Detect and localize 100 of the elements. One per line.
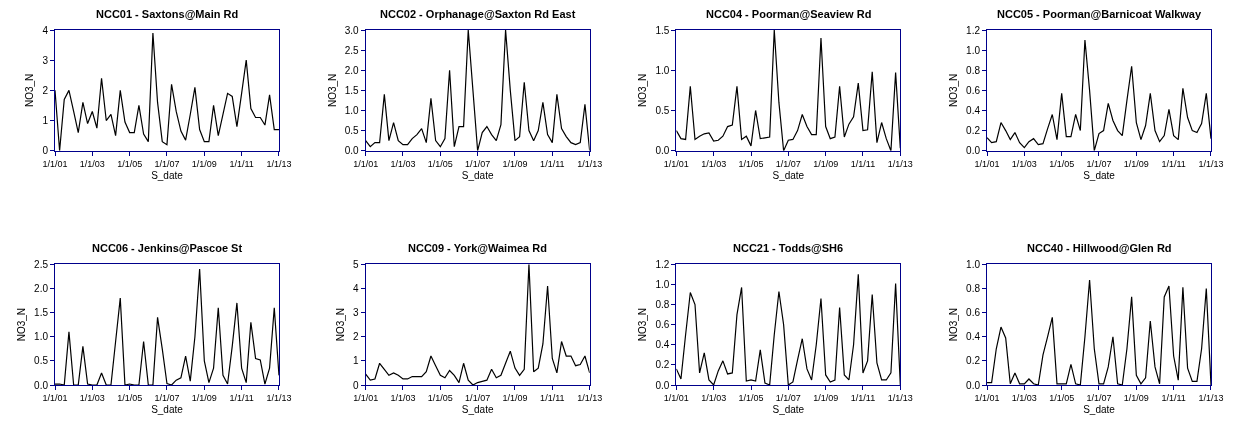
x-axis-title: S_date [1083,170,1116,181]
y-tick-label: 2 [353,331,360,343]
y-tick-label: 0.4 [966,104,981,116]
x-tick-label: 1/1/01 [42,392,68,403]
y-axis-title: NO3_N [948,307,960,342]
y-tick-label: 1.5 [344,84,360,96]
y-tick-label: 2.5 [344,44,360,56]
x-tick-label: 1/1/07 [775,158,801,169]
y-tick-label: 0.2 [655,359,670,371]
x-tick-label: 1/1/03 [1011,392,1037,403]
x-tick-label: 1/1/05 [427,392,453,403]
x-axis-title: S_date [1083,404,1116,416]
y-tick-label: 0.5 [655,104,670,116]
x-tick-label: 1/1/09 [191,392,217,403]
y-tick-label: 0 [42,145,49,157]
y-tick-label: 5 [353,258,360,270]
x-tick-label: 1/1/05 [738,158,764,169]
y-tick-label: 0.5 [344,125,360,137]
y-tick-label: 0.0 [966,145,981,157]
y-tick-label: 0.6 [966,84,981,96]
x-axis-title: S_date [772,404,805,416]
y-tick-label: 1.2 [655,258,670,270]
line-series [55,268,279,385]
x-tick-label: 1/1/03 [390,392,416,403]
x-tick-label: 1/1/11 [540,158,565,169]
y-tick-label: 1.0 [34,331,49,343]
y-tick-label: 0.0 [655,145,670,157]
x-axis-title: S_date [461,404,494,416]
x-tick-label: 1/1/05 [1049,158,1075,169]
x-tick-label: 1/1/01 [353,392,379,403]
x-tick-label: 1/1/03 [390,158,416,169]
line-series [676,273,901,385]
line-series [987,279,1211,385]
y-tick-label: 0.8 [966,282,981,294]
x-tick-label: 1/1/13 [577,392,603,403]
x-tick-label: 1/1/09 [1123,392,1149,403]
y-axis-title: NO3_N [637,307,649,342]
x-tick-label: 1/1/11 [1161,392,1186,403]
x-tick-label: 1/1/13 [887,392,913,403]
y-tick-label: 0.6 [966,307,981,319]
x-tick-label: 1/1/11 [1161,158,1186,169]
x-tick-label: 1/1/03 [1011,158,1037,169]
y-tick-label: 4 [42,24,49,36]
x-tick-label: 1/1/07 [1086,392,1112,403]
x-tick-label: 1/1/03 [701,392,727,403]
x-tick-label: 1/1/09 [813,392,839,403]
y-tick-label: 0.0 [344,145,360,157]
y-tick-label: 1 [42,115,49,127]
chart-title: NCC06 - Jenkins@Pascoe St [92,242,243,254]
chart-title: NCC02 - Orphanage@Saxton Rd East [380,8,576,20]
y-tick-label: 0.4 [655,339,670,351]
x-tick-label: 1/1/07 [1086,158,1112,169]
x-tick-label: 1/1/03 [79,392,105,403]
x-tick-label: 1/1/03 [79,158,105,169]
x-tick-label: 1/1/07 [465,392,491,403]
y-tick-label: 2.5 [34,258,49,270]
x-tick-label: 1/1/13 [1198,158,1224,169]
y-tick-label: 0.0 [34,379,49,391]
x-tick-label: 1/1/01 [42,158,68,169]
y-tick-label: 1.0 [655,278,670,290]
x-tick-label: 1/1/05 [117,158,143,169]
x-tick-label: 1/1/13 [577,158,603,169]
x-axis-title: S_date [151,404,184,416]
y-tick-label: 0.4 [966,331,981,343]
x-tick-label: 1/1/09 [813,158,839,169]
x-axis-title: S_date [772,170,805,181]
y-tick-label: 0.0 [655,379,670,391]
x-tick-label: 1/1/11 [850,392,876,403]
y-tick-label: 2.0 [344,64,360,76]
y-axis-title: NO3_N [326,73,338,108]
y-tick-label: 0.0 [966,379,981,391]
x-tick-label: 1/1/09 [502,158,528,169]
y-tick-label: 1.2 [966,24,981,36]
x-tick-label: 1/1/01 [353,158,379,169]
x-tick-label: 1/1/07 [154,158,180,169]
x-tick-label: 1/1/05 [427,158,453,169]
x-tick-label: 1/1/11 [850,158,876,169]
x-tick-label: 1/1/09 [1123,158,1149,169]
x-tick-label: 1/1/09 [191,158,217,169]
x-tick-label: 1/1/05 [738,392,764,403]
chart-title: NCC40 - Hillwood@Glen Rd [1027,242,1172,254]
x-tick-label: 1/1/07 [154,392,180,403]
y-tick-label: 1.5 [655,24,670,36]
y-axis-title: NO3_N [16,307,28,342]
y-tick-label: 0.8 [655,299,670,311]
x-tick-label: 1/1/11 [540,392,565,403]
y-tick-label: 1.0 [966,258,981,270]
y-tick-label: 3 [353,307,360,319]
y-axis-title: NO3_N [24,73,36,108]
line-series [987,39,1211,151]
x-tick-label: 1/1/01 [663,392,689,403]
y-tick-label: 0.2 [966,355,981,367]
x-axis-title: S_date [151,170,184,181]
x-tick-label: 1/1/13 [1198,392,1224,403]
x-tick-label: 1/1/03 [701,158,727,169]
x-tick-label: 1/1/13 [887,158,913,169]
x-tick-label: 1/1/07 [465,158,491,169]
x-tick-label: 1/1/11 [229,158,254,169]
x-tick-label: 1/1/13 [266,392,292,403]
y-tick-label: 1.0 [344,104,360,116]
